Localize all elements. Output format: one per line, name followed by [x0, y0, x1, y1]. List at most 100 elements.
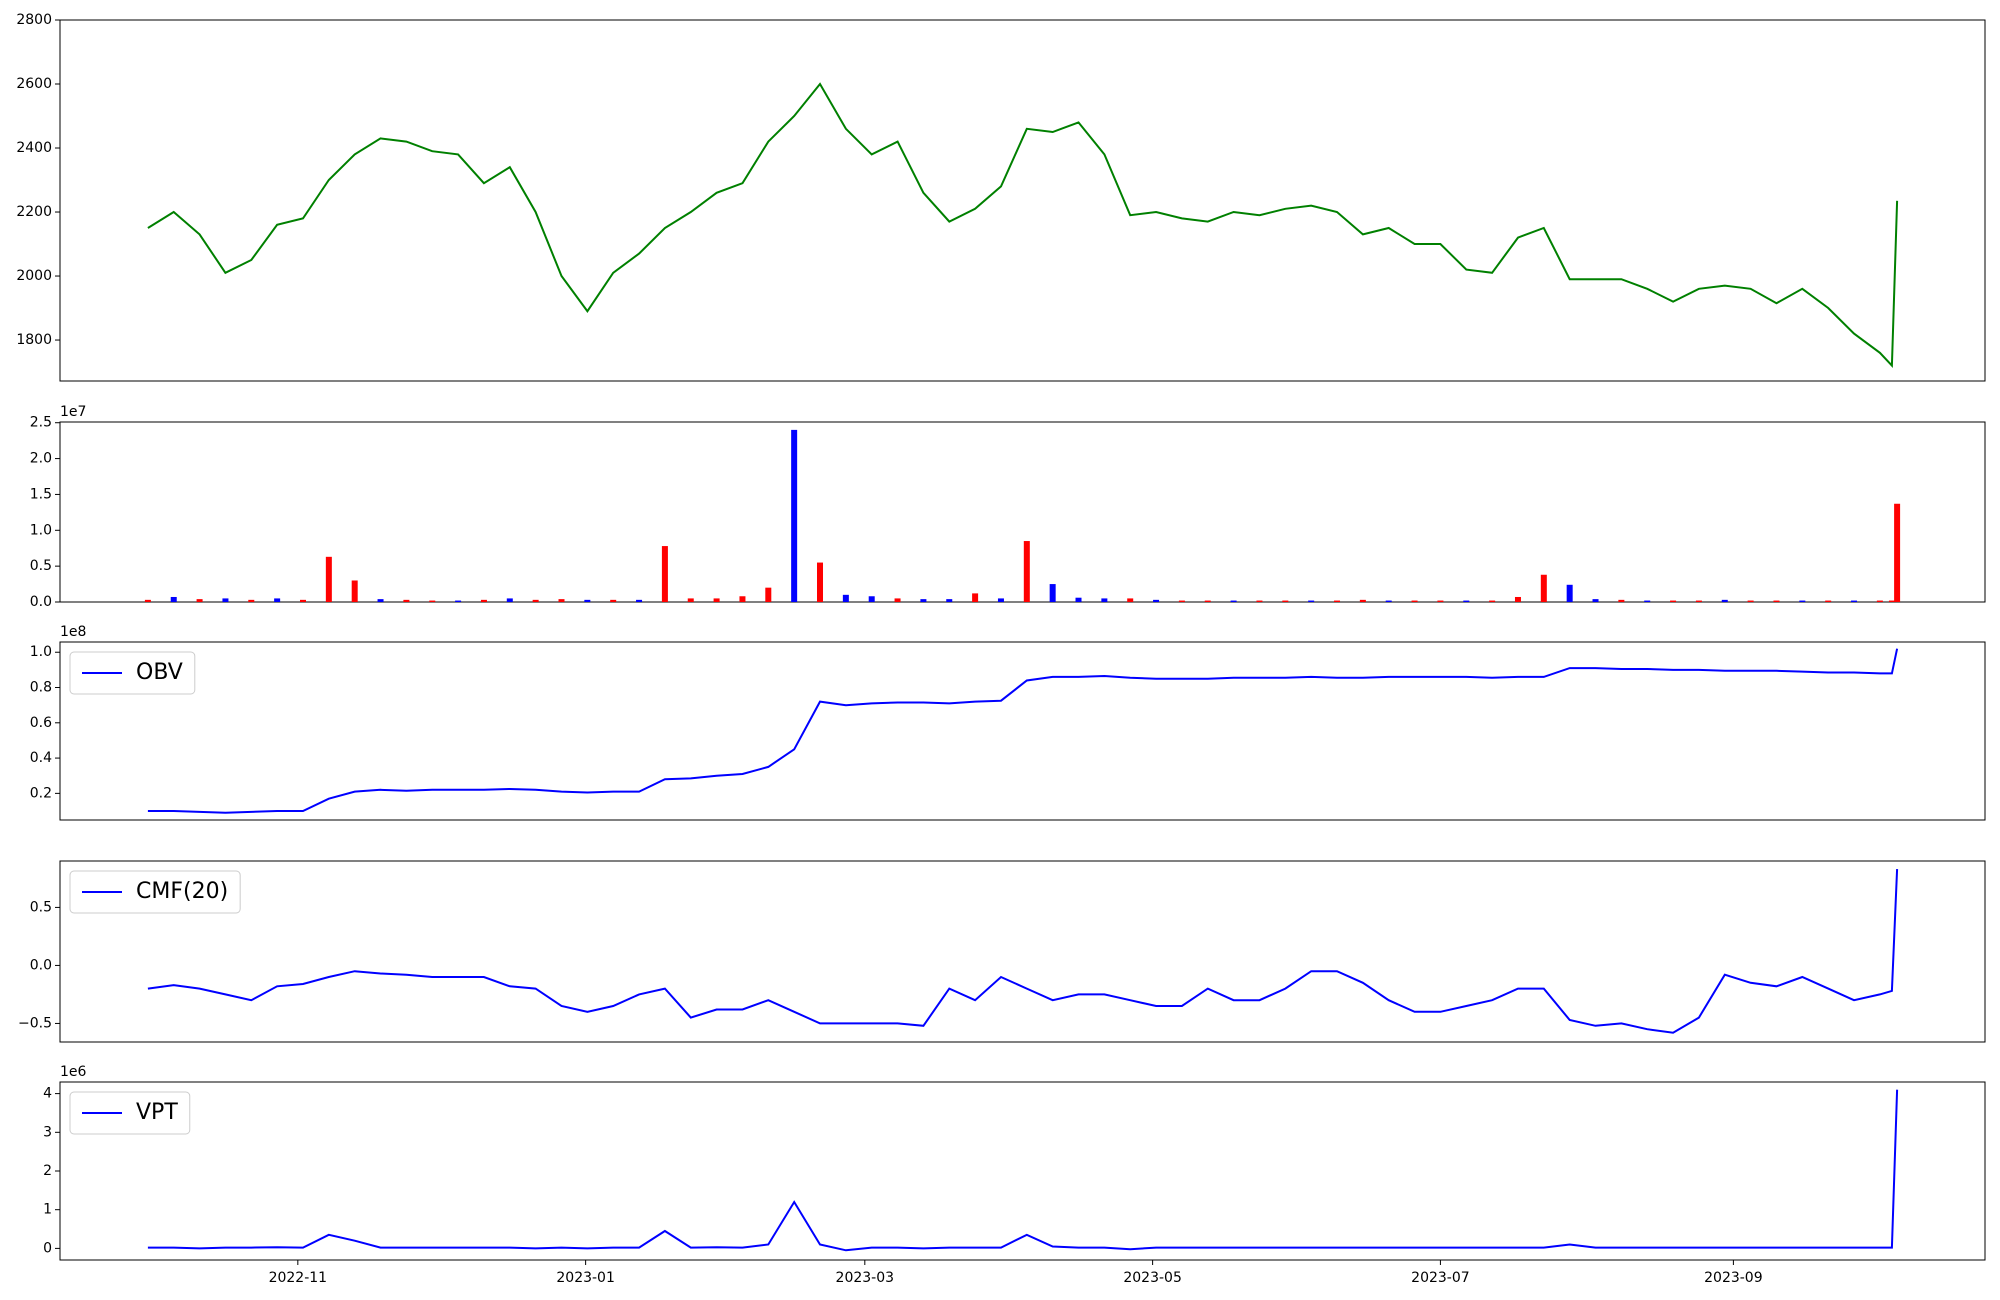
y-tick-label: 1 — [43, 1202, 52, 1218]
volume-bar — [377, 599, 384, 602]
y-tick-label: 0.5 — [30, 558, 52, 574]
y-tick-label: 0.2 — [30, 785, 52, 801]
y-tick-label: 1800 — [16, 332, 52, 348]
volume-bar — [1204, 600, 1211, 602]
volume-bar — [1888, 600, 1895, 602]
volume-bar — [1514, 596, 1521, 602]
volume-bar — [222, 598, 229, 602]
x-tick-label: 2023-03 — [836, 1270, 895, 1286]
volume-bar — [1747, 600, 1754, 602]
volume-bar — [1127, 598, 1134, 602]
volume-bar — [1721, 599, 1728, 602]
legend: VPT — [69, 1091, 191, 1135]
volume-bar — [248, 599, 255, 602]
volume-bar — [1695, 600, 1702, 602]
volume-bar — [1489, 600, 1496, 602]
volume-bar — [687, 598, 694, 602]
y-tick-label: 2.5 — [30, 415, 52, 431]
x-tick-label: 2022-11 — [269, 1270, 328, 1286]
volume-bar — [765, 587, 772, 602]
volume-bar — [1825, 600, 1832, 602]
volume-bar — [868, 596, 875, 602]
legend-text: VPT — [136, 1100, 178, 1125]
volume-bar — [997, 598, 1004, 602]
y-tick-label: 2600 — [16, 76, 52, 92]
y-tick-label: 1.5 — [30, 486, 52, 502]
volume-bar — [661, 546, 668, 602]
volume-bar — [170, 596, 177, 602]
y-tick-label: 0.0 — [30, 594, 52, 610]
x-tick-label: 2023-07 — [1411, 1270, 1470, 1286]
volume-bar — [1799, 600, 1806, 602]
volume-bar — [1411, 600, 1418, 602]
volume-bar — [1075, 597, 1082, 602]
legend-box — [69, 1091, 191, 1135]
y-tick-label: 1.0 — [30, 522, 52, 538]
x-tick-label: 2023-09 — [1704, 1270, 1763, 1286]
y-tick-label: 2800 — [16, 12, 52, 28]
volume-bar — [1463, 600, 1470, 602]
volume-bar — [403, 599, 410, 602]
volume-bar — [299, 599, 306, 602]
y-tick-label: 0 — [43, 1240, 52, 1256]
y-offset-label: 1e6 — [60, 1064, 87, 1080]
y-tick-label: 2000 — [16, 268, 52, 284]
volume-bar — [325, 556, 332, 602]
y-tick-label: 0.4 — [30, 750, 52, 766]
volume-bar — [1256, 600, 1263, 602]
volume-bar — [1773, 600, 1780, 602]
volume-bar — [636, 599, 643, 602]
y-tick-label: 2200 — [16, 204, 52, 220]
y-offset-label: 1e8 — [60, 624, 86, 640]
y-tick-label: 1.0 — [30, 644, 52, 660]
volume-bar — [1359, 599, 1366, 602]
volume-bar — [1178, 600, 1185, 602]
y-tick-label: 0.0 — [30, 957, 52, 973]
volume-bar — [1385, 600, 1392, 602]
volume-bar — [1644, 600, 1651, 602]
axes-frame — [59, 641, 1986, 821]
volume-bar — [842, 594, 849, 602]
y-tick-label: 2400 — [16, 140, 52, 156]
axes-frame — [59, 860, 1986, 1043]
volume-bar — [1282, 600, 1289, 602]
volume-bar — [1670, 600, 1677, 602]
volume-bar — [1049, 584, 1056, 602]
volume-bar — [946, 599, 953, 602]
axes-frame — [59, 421, 1986, 603]
volume-bar — [1308, 600, 1315, 602]
volume-bar — [144, 599, 151, 602]
volume-bar — [1851, 600, 1858, 602]
volume-bar — [196, 599, 203, 602]
volume-bar — [1153, 599, 1160, 602]
volume-bar — [429, 600, 436, 602]
volume-bar — [480, 599, 487, 602]
volume-bar — [1437, 600, 1444, 602]
y-tick-label: 0.8 — [30, 680, 52, 696]
series-line — [147, 869, 1899, 1034]
volume-bar — [455, 600, 462, 602]
volume-bar — [817, 562, 824, 602]
volume-bar — [532, 599, 539, 602]
y-tick-label: 2 — [43, 1163, 52, 1179]
volume-bar — [1618, 599, 1625, 602]
axes-frame — [59, 1081, 1986, 1261]
y-tick-label: −0.5 — [18, 1015, 52, 1031]
volume-bar — [1230, 600, 1237, 602]
volume-bar — [506, 598, 513, 602]
x-tick-label: 2023-05 — [1123, 1270, 1182, 1286]
y-tick-label: 2.0 — [30, 451, 52, 467]
volume-bar — [351, 580, 358, 602]
volume-bar — [920, 599, 927, 602]
volume-bar — [1023, 541, 1030, 602]
volume-bar — [1334, 600, 1341, 602]
legend: OBV — [69, 651, 196, 695]
volume-bar — [584, 599, 591, 602]
volume-bar — [1566, 584, 1573, 602]
legend-box — [69, 651, 196, 695]
volume-bar — [1894, 503, 1901, 602]
legend-box — [69, 870, 241, 914]
volume-bar — [610, 599, 617, 602]
